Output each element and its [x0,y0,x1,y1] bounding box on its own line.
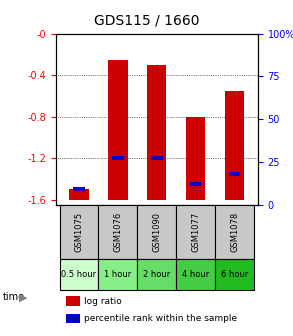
Text: GSM1077: GSM1077 [191,212,200,252]
FancyBboxPatch shape [215,259,254,290]
FancyBboxPatch shape [137,205,176,259]
Bar [225,91,244,200]
Text: 2 hour: 2 hour [143,270,171,279]
Text: ▶: ▶ [19,292,28,302]
Bar [112,156,124,160]
Text: 1 hour: 1 hour [104,270,132,279]
Bar [151,156,163,160]
Bar [186,117,205,200]
Bar [147,65,166,200]
Text: GDS115 / 1660: GDS115 / 1660 [94,13,199,28]
FancyBboxPatch shape [59,205,98,259]
Bar [66,314,80,324]
Text: GSM1090: GSM1090 [152,212,161,252]
Text: time: time [3,292,25,302]
Text: GSM1075: GSM1075 [74,212,84,252]
Text: GSM1078: GSM1078 [230,212,239,252]
FancyBboxPatch shape [59,259,98,290]
Bar [69,189,89,200]
Text: log ratio: log ratio [84,297,122,306]
FancyBboxPatch shape [98,205,137,259]
Bar [73,187,85,191]
Bar [66,296,80,306]
Text: 4 hour: 4 hour [182,270,209,279]
Text: 6 hour: 6 hour [221,270,248,279]
Text: percentile rank within the sample: percentile rank within the sample [84,314,237,323]
Bar [108,59,127,200]
FancyBboxPatch shape [137,259,176,290]
FancyBboxPatch shape [176,259,215,290]
Text: GSM1076: GSM1076 [113,212,122,252]
Text: 0.5 hour: 0.5 hour [62,270,97,279]
Bar [190,182,202,186]
FancyBboxPatch shape [215,205,254,259]
Bar [229,172,240,176]
FancyBboxPatch shape [98,259,137,290]
FancyBboxPatch shape [176,205,215,259]
